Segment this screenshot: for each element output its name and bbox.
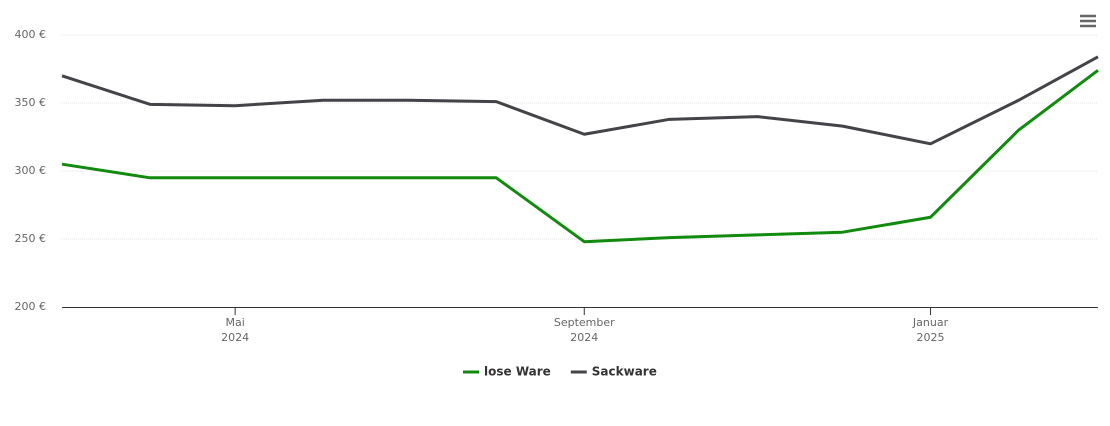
series-line: [61, 55, 1099, 146]
x-tick-label: Mai: [225, 316, 244, 329]
menu-icon[interactable]: [1080, 14, 1096, 28]
x-tick-label: 2024: [221, 331, 249, 344]
x-tick-label: September: [554, 316, 615, 329]
y-tick-label: 300 €: [15, 164, 47, 177]
y-tick-label: 350 €: [15, 96, 47, 109]
x-tick-label: 2025: [917, 331, 945, 344]
series-line: [61, 69, 1099, 244]
legend-label: Sackware: [592, 365, 657, 379]
x-tick-label: Januar: [912, 316, 949, 329]
y-tick-label: 200 €: [15, 300, 47, 313]
y-tick-label: 250 €: [15, 232, 47, 245]
x-tick-label: 2024: [570, 331, 598, 344]
legend: lose Ware Sackware: [463, 365, 657, 379]
legend-label: lose Ware: [484, 365, 551, 379]
y-tick-label: 400 €: [15, 28, 47, 41]
